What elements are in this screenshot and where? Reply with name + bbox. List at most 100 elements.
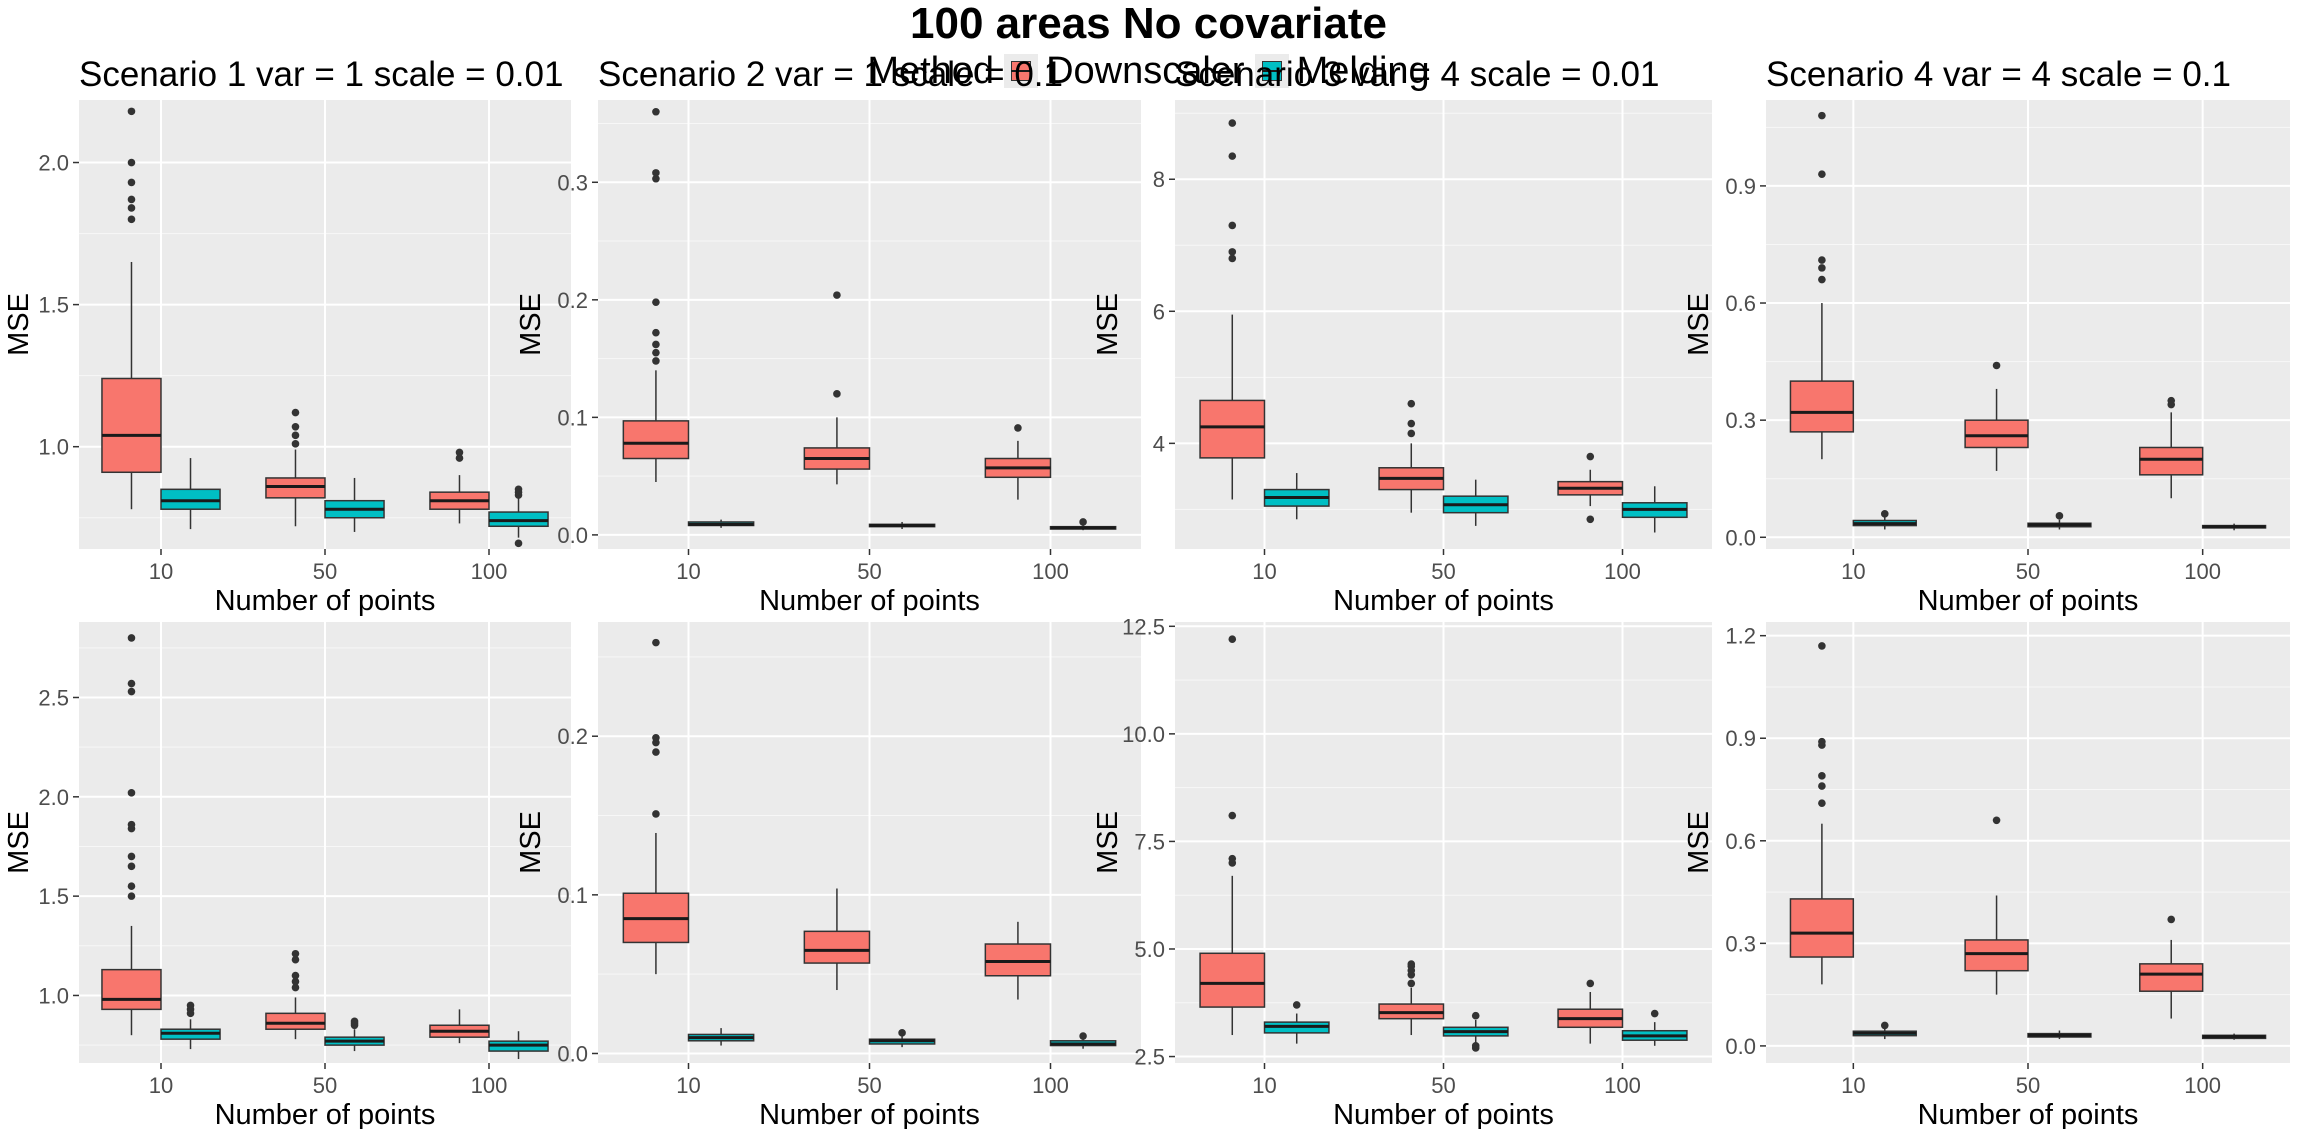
outlier-point: [1079, 518, 1087, 526]
y-tick-label: 12.5: [1122, 614, 1165, 639]
box-melding-100: [1049, 518, 1117, 531]
box-downscaler-100: [2139, 915, 2204, 1019]
box-melding-10: [160, 458, 221, 530]
y-axis-label: MSE: [515, 293, 547, 356]
y-tick-label: 0.2: [557, 724, 588, 749]
box-body: [1789, 380, 1855, 433]
panel-7: 2.5 5.0 7.5 10.0 12.5 10 50 100 Number of points…: [1092, 614, 1712, 1129]
outlier-point: [127, 195, 136, 204]
y-tick-label: 10.0: [1122, 722, 1165, 747]
outlier-point: [291, 440, 300, 448]
y-tick-label: 8: [1153, 167, 1165, 192]
outlier-point: [1228, 221, 1237, 230]
outlier-point: [833, 291, 841, 299]
outlier-point: [1818, 275, 1826, 284]
box-downscaler-100: [429, 1009, 490, 1044]
y-tick-label: 0.1: [557, 405, 588, 430]
outlier-point: [652, 169, 660, 177]
x-tick-label: 50: [857, 1073, 881, 1098]
outlier-point: [1228, 119, 1237, 127]
legend-key-melding: [1254, 54, 1289, 88]
y-tick-label: 2.5: [1134, 1045, 1165, 1070]
y-tick-label: 0.9: [1725, 726, 1756, 751]
panel-title: Scenario 1 var = 1 scale = 0.01: [79, 55, 563, 94]
x-tick-label: 10: [149, 1073, 173, 1098]
box-melding-100: [2201, 523, 2267, 531]
panel-1: 1.0 1.5 2.0 10 50 100 Number of points MSE Scena…: [3, 55, 571, 617]
y-tick-label: 1.5: [38, 884, 69, 909]
outlier-point: [1818, 170, 1826, 178]
x-axis-label: Number of points: [759, 585, 980, 617]
x-tick-label: 100: [1032, 1073, 1069, 1098]
outlier-point: [291, 971, 300, 980]
x-tick-label: 50: [2016, 1073, 2040, 1098]
outlier-point: [652, 107, 660, 116]
outlier-point: [1407, 419, 1416, 428]
box-melding-50: [868, 521, 936, 530]
x-tick-label: 50: [1431, 1073, 1455, 1098]
legend-label-downscaler: Downscaler: [1046, 49, 1245, 92]
outlier-point: [1818, 772, 1826, 780]
outlier-point: [127, 892, 136, 900]
x-tick-label: 10: [1252, 559, 1276, 584]
box-melding-100: [1621, 1009, 1688, 1046]
box-melding-10: [1263, 1001, 1330, 1044]
y-tick-label: 0.6: [1725, 291, 1756, 316]
outlier-point: [291, 423, 300, 431]
outlier-point: [1818, 111, 1826, 120]
x-tick-label: 50: [2016, 559, 2040, 584]
box-melding-10: [160, 1001, 221, 1050]
legend-title: Method: [867, 49, 995, 92]
x-tick-label: 10: [1841, 1073, 1865, 1098]
outlier-point: [652, 174, 660, 183]
outlier-point: [455, 454, 464, 462]
outlier-point: [1471, 1041, 1480, 1050]
y-tick-label: 2.5: [38, 685, 69, 710]
box-body: [2139, 446, 2204, 476]
box-melding-100: [488, 1031, 549, 1060]
legend-label-melding: Melding: [1296, 49, 1430, 92]
box-melding-100: [2201, 1033, 2267, 1040]
outlier-point: [1471, 1011, 1480, 1020]
y-tick-label: 0.3: [1725, 931, 1756, 956]
outlier-point: [652, 748, 660, 756]
outlier-point: [127, 687, 136, 696]
box-downscaler-10: [622, 107, 690, 483]
y-tick-label: 0.0: [557, 523, 588, 548]
x-tick-label: 100: [2184, 1073, 2221, 1098]
outlier-point: [1818, 782, 1826, 790]
box-downscaler-50: [265, 408, 326, 527]
outlier-point: [652, 357, 660, 365]
y-tick-label: 0.3: [1725, 408, 1756, 433]
x-tick-label: 10: [149, 559, 173, 584]
panel-6: 0.0 0.1 0.2 10 50 100 Number of points MSE: [515, 622, 1141, 1129]
box-body: [622, 420, 690, 460]
x-tick-label: 100: [471, 559, 508, 584]
outlier-point: [2167, 915, 2176, 924]
box-melding-50: [1442, 1011, 1509, 1052]
outlier-point: [2167, 396, 2176, 405]
outlier-point: [291, 431, 300, 440]
outlier-point: [1228, 811, 1237, 820]
y-axis-label: MSE: [1092, 811, 1124, 874]
outlier-point: [127, 158, 136, 167]
box-body: [265, 1012, 326, 1030]
box-melding-50: [324, 477, 385, 532]
box-downscaler-50: [1964, 361, 2029, 471]
outlier-point: [833, 390, 841, 398]
box-body: [1789, 898, 1855, 958]
outlier-point: [127, 634, 136, 642]
outlier-point: [1586, 979, 1595, 988]
legend: Method Downscaler Melding: [0, 46, 2297, 96]
box-downscaler-50: [1964, 816, 2029, 995]
box-downscaler-10: [1789, 111, 1855, 460]
outlier-point: [514, 539, 523, 548]
x-tick-label: 50: [313, 559, 337, 584]
box-downscaler-50: [1378, 960, 1445, 1036]
box-downscaler-100: [2139, 396, 2204, 499]
panel-8: 0.0 0.3 0.6 0.9 1.2 10 50 100 Number of points MS…: [1683, 622, 2290, 1129]
box-body: [1964, 419, 2029, 449]
outlier-point: [652, 734, 660, 742]
outlier-point: [1292, 1001, 1301, 1009]
